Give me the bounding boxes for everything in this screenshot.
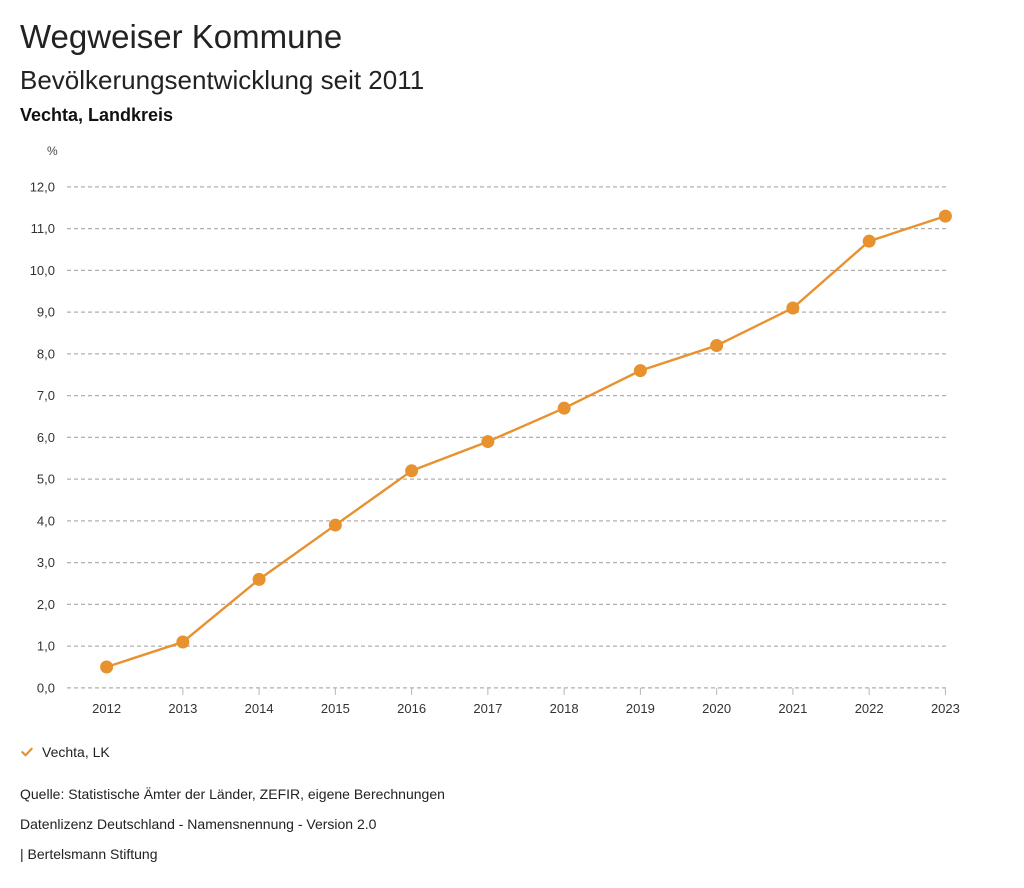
svg-text:9,0: 9,0 [37, 305, 55, 320]
svg-text:2020: 2020 [702, 701, 731, 716]
svg-text:2021: 2021 [778, 701, 807, 716]
svg-text:2018: 2018 [550, 701, 579, 716]
svg-text:2014: 2014 [245, 701, 274, 716]
svg-text:3,0: 3,0 [37, 555, 55, 570]
svg-text:8,0: 8,0 [37, 346, 55, 361]
svg-text:2023: 2023 [931, 701, 960, 716]
svg-text:2012: 2012 [92, 701, 121, 716]
svg-text:0,0: 0,0 [37, 680, 55, 695]
svg-text:10,0: 10,0 [30, 263, 55, 278]
svg-text:2019: 2019 [626, 701, 655, 716]
svg-text:6,0: 6,0 [37, 430, 55, 445]
svg-text:4,0: 4,0 [37, 513, 55, 528]
svg-text:7,0: 7,0 [37, 388, 55, 403]
svg-text:11,0: 11,0 [31, 221, 55, 236]
svg-text:2017: 2017 [473, 701, 502, 716]
svg-text:2016: 2016 [397, 701, 426, 716]
svg-text:1,0: 1,0 [37, 639, 55, 654]
svg-text:2022: 2022 [855, 701, 884, 716]
svg-text:12,0: 12,0 [30, 179, 55, 194]
svg-text:2015: 2015 [321, 701, 350, 716]
svg-text:2013: 2013 [168, 701, 197, 716]
svg-text:5,0: 5,0 [37, 472, 55, 487]
svg-text:2,0: 2,0 [37, 597, 55, 612]
